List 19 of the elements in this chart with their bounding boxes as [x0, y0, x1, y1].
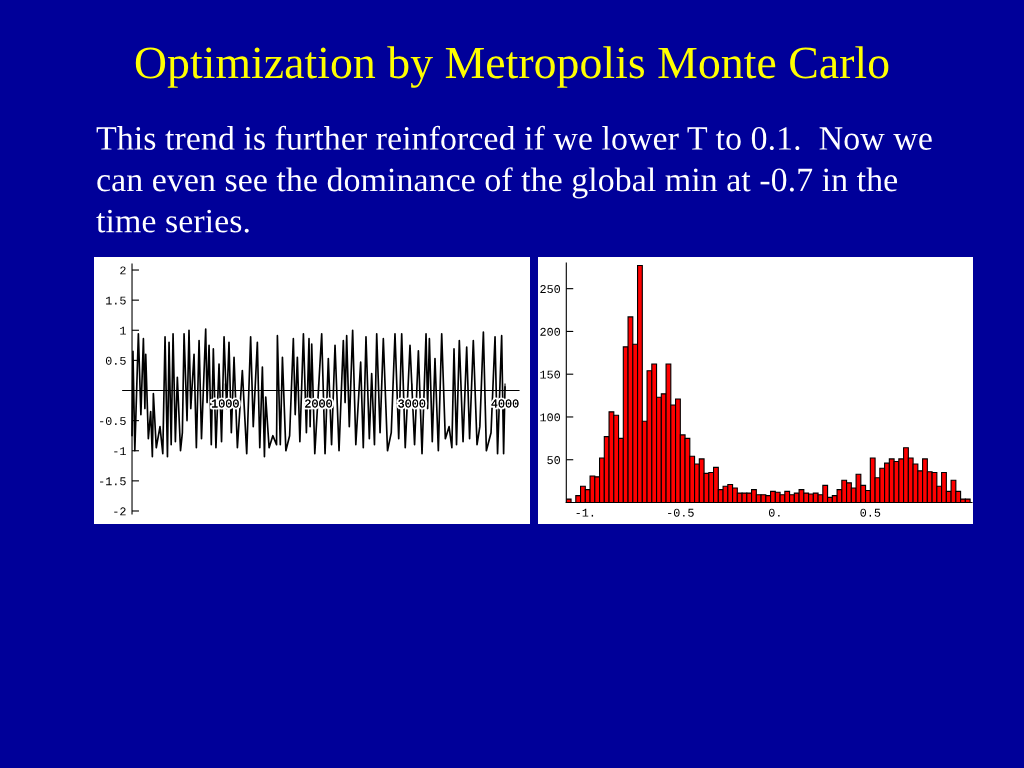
x-tick-label: 0. — [768, 508, 780, 517]
y-tick-label: 50 — [547, 456, 561, 465]
x-tick-label: -0.5 — [668, 508, 694, 517]
y-tick-label: 250 — [540, 285, 561, 294]
y-tick-label: 0.5 — [105, 356, 126, 365]
chart-subtitle: This trend is further reinforced if we lower T to 0.1. Now we can even see the dominance of the global min at -0.7 in the time series. — [96, 125, 932, 233]
y-tick-label: -1 — [114, 447, 126, 456]
y-tick-label: -1.5 — [100, 477, 126, 486]
y-tick-label: 100 — [540, 413, 561, 422]
y-tick-label: -2 — [114, 507, 126, 516]
x-tick-label: 0.5 — [860, 508, 881, 517]
y-tick-label: 1 — [120, 326, 126, 335]
y-tick-label: 150 — [540, 370, 561, 379]
y-tick-label: 200 — [540, 327, 561, 336]
y-tick-label: -0.5 — [100, 417, 126, 426]
y-tick-label: 2 — [120, 266, 126, 275]
x-tick-label: -1. — [576, 508, 594, 517]
y-tick-label: 1.5 — [106, 296, 126, 305]
chart-title: Optimization by Metropolis Monte Carlo — [135, 46, 889, 88]
